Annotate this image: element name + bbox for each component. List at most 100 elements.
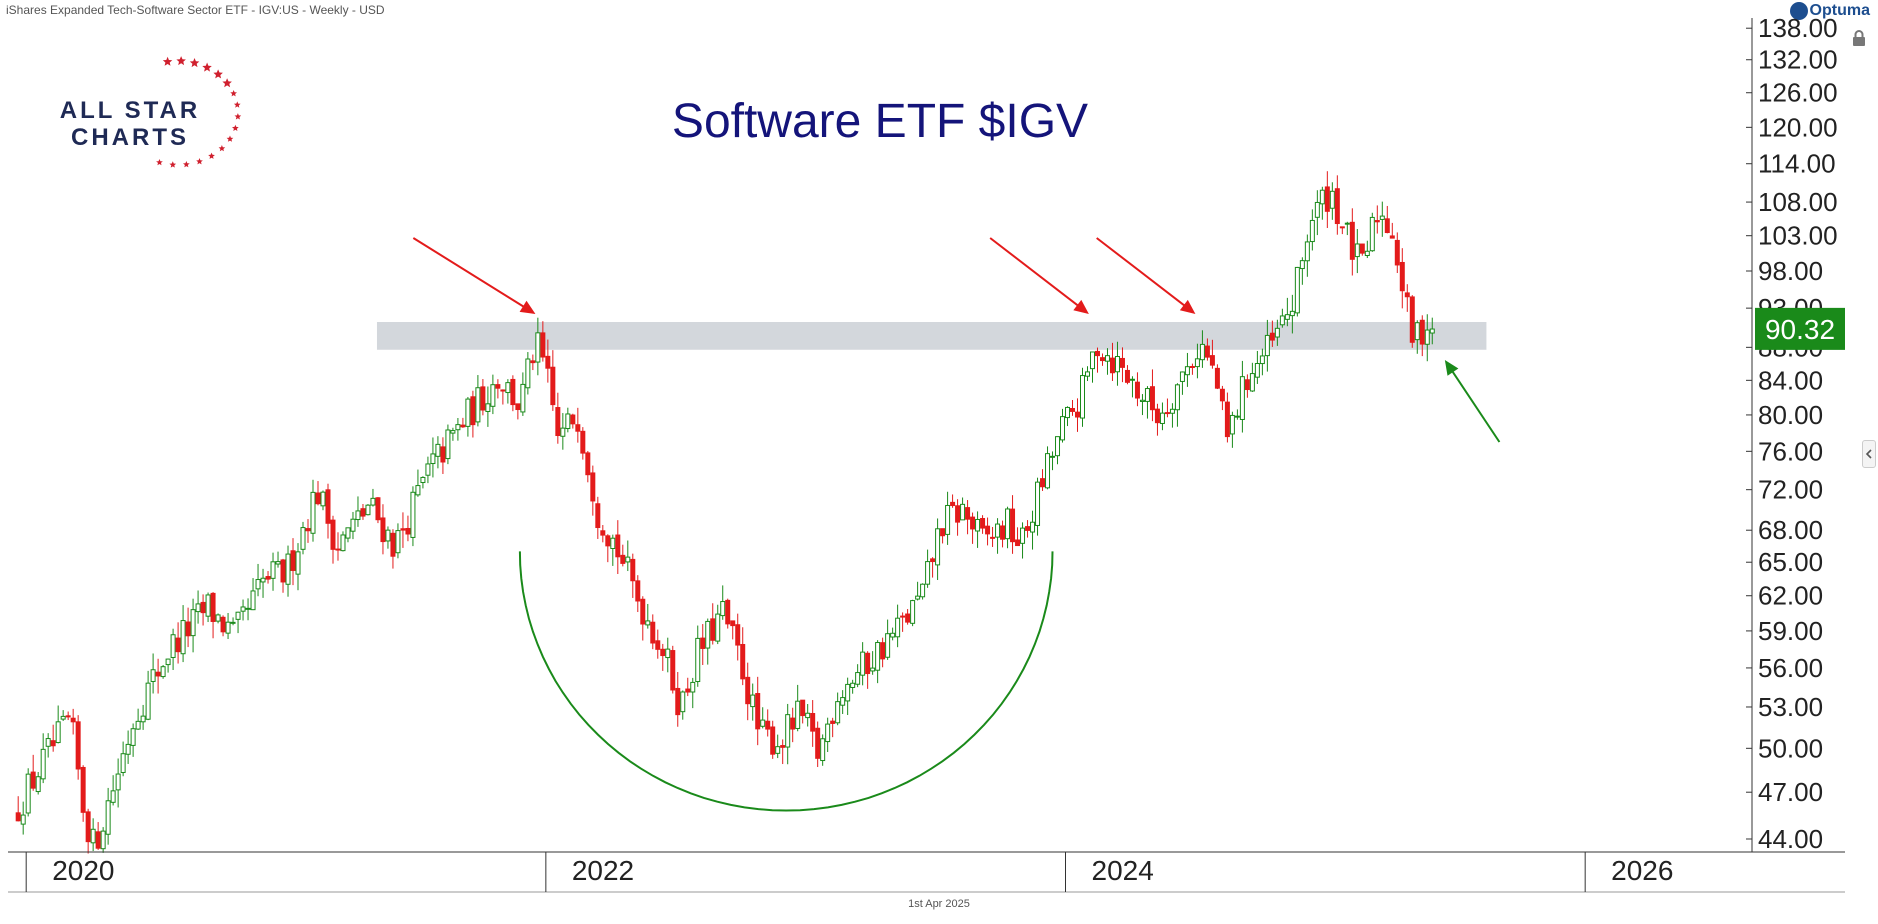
- candle-body: [1409, 296, 1415, 343]
- candle-body: [410, 491, 416, 538]
- candle-body: [900, 615, 906, 618]
- arrow-head: [1073, 299, 1089, 314]
- candle-body: [1189, 366, 1195, 369]
- candle-body: [1134, 381, 1140, 399]
- red-arrow: [989, 237, 1089, 314]
- chart-date: 1st Apr 2025: [908, 898, 970, 910]
- candle-body: [1394, 239, 1400, 266]
- candle-body: [120, 753, 126, 773]
- candle-body: [180, 620, 186, 655]
- optuma-brand[interactable]: Optuma: [1789, 2, 1870, 20]
- candle-body: [655, 640, 661, 650]
- y-tick-label: 103.00: [1758, 221, 1838, 251]
- y-tick-label: 120.00: [1758, 112, 1838, 142]
- candle-body: [235, 611, 241, 620]
- logo-star: [183, 161, 190, 168]
- candle-body: [720, 601, 726, 617]
- candle-body: [850, 682, 856, 688]
- candle-body: [970, 516, 976, 530]
- candle-body: [430, 453, 436, 465]
- candle-body: [1124, 369, 1130, 383]
- candle-body: [295, 551, 301, 575]
- arrow-shaft: [989, 237, 1080, 307]
- candle-body: [860, 651, 866, 676]
- collapse-panel-button[interactable]: [1862, 440, 1876, 468]
- candle-body: [325, 489, 331, 524]
- candle-body: [1284, 314, 1290, 320]
- candle-body: [1384, 218, 1390, 234]
- candle-body: [170, 634, 176, 658]
- candle-body: [1274, 327, 1280, 338]
- candle-body: [1419, 319, 1425, 345]
- x-tick-label: 2022: [572, 855, 634, 886]
- logo-star: [156, 159, 163, 166]
- candle-body: [245, 607, 251, 610]
- candle-body: [1045, 453, 1051, 489]
- candle-body: [1204, 345, 1210, 358]
- candle-body: [100, 830, 106, 850]
- candle-body: [1000, 525, 1006, 540]
- candle-body: [950, 501, 956, 507]
- candle-body: [20, 814, 26, 825]
- candle-body: [405, 527, 411, 535]
- y-tick-label: 47.00: [1758, 777, 1823, 807]
- candle-body: [505, 382, 511, 394]
- candle-body: [710, 618, 716, 641]
- lock-icon[interactable]: [1852, 30, 1866, 46]
- candle-body: [250, 590, 256, 611]
- candle-body: [975, 518, 981, 532]
- candle-body: [1324, 186, 1330, 212]
- candle-body: [790, 717, 796, 730]
- candle-body: [780, 745, 786, 748]
- candle-body: [230, 621, 236, 624]
- candle-body: [135, 720, 141, 730]
- logo-star: [213, 69, 223, 79]
- candle-body: [1309, 219, 1315, 243]
- candle-body: [795, 700, 801, 729]
- candle-body: [460, 424, 466, 428]
- candle-body: [755, 693, 761, 730]
- candle-body: [855, 672, 861, 685]
- candle-body: [305, 528, 311, 532]
- candle-body: [190, 609, 196, 637]
- arrow-shaft: [1451, 370, 1501, 443]
- candle-body: [575, 424, 581, 432]
- red-arrow: [412, 237, 536, 314]
- candle-body: [1404, 292, 1410, 298]
- candle-body: [1314, 201, 1320, 218]
- candle-body: [25, 773, 31, 814]
- candle-body: [810, 712, 816, 732]
- candle-body: [620, 554, 626, 564]
- candle-body: [1294, 266, 1300, 314]
- red-arrow: [1096, 237, 1196, 314]
- candle-body: [485, 403, 491, 412]
- candle-body: [395, 530, 401, 554]
- candle-body: [360, 508, 366, 517]
- candle-body: [870, 667, 876, 672]
- candle-body: [825, 723, 831, 743]
- candle-body: [315, 492, 321, 505]
- candle-body: [95, 831, 101, 849]
- x-tick-label: 2020: [52, 855, 114, 886]
- candle-body: [895, 617, 901, 638]
- candle-body: [980, 518, 986, 529]
- candle-body: [535, 332, 541, 363]
- candle-body: [1065, 406, 1071, 419]
- candle-body: [775, 746, 781, 754]
- candle-body: [985, 525, 991, 535]
- candle-body: [30, 771, 36, 789]
- candle-body: [660, 648, 666, 657]
- candle-body: [345, 527, 351, 539]
- candle-body: [995, 523, 1001, 538]
- y-tick-label: 126.00: [1758, 78, 1838, 108]
- candle-body: [1354, 243, 1360, 258]
- candle-body: [1334, 188, 1340, 225]
- candle-body: [745, 676, 751, 705]
- candle-body: [510, 378, 516, 406]
- candle-body: [90, 828, 96, 844]
- candle-body: [1304, 241, 1310, 262]
- candle-body: [1119, 357, 1125, 368]
- candle-body: [675, 687, 681, 716]
- candle-body: [735, 624, 741, 646]
- last-price-tag: [1755, 307, 1845, 350]
